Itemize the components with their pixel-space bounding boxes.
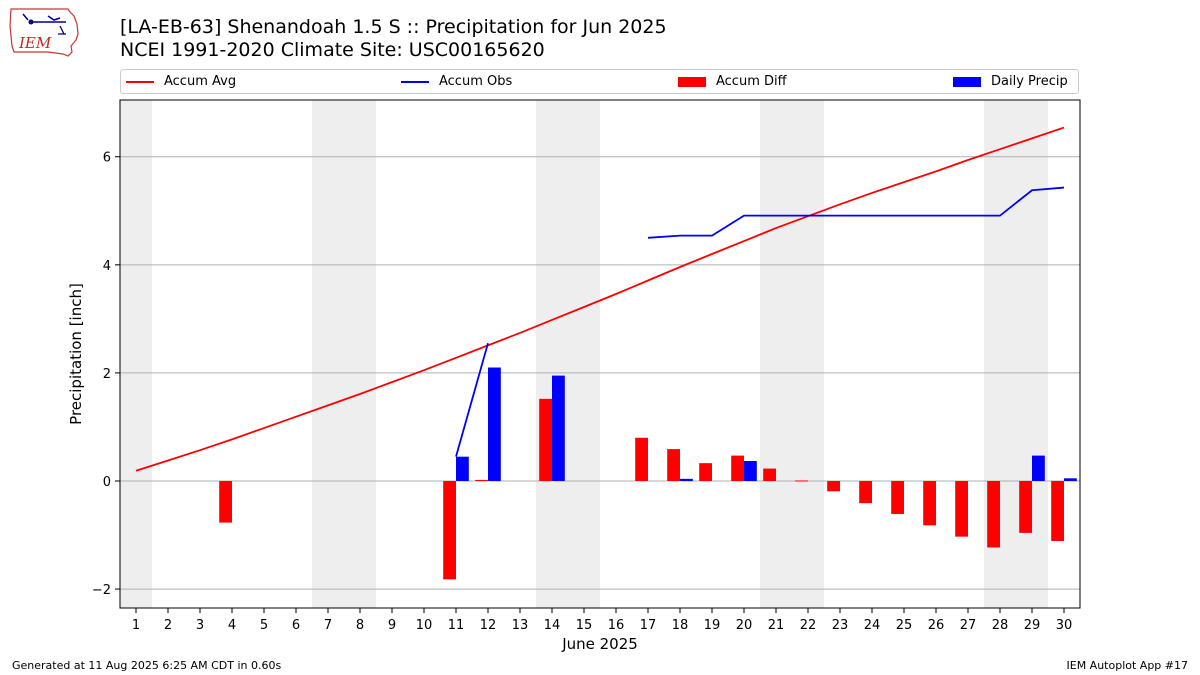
y-tick-label: 0 xyxy=(103,475,111,490)
legend-swatch xyxy=(678,77,706,87)
iem-iowa-logo-icon: IEM xyxy=(9,8,79,57)
legend-label: Daily Precip xyxy=(991,74,1068,89)
y-tick-label: 4 xyxy=(103,259,111,274)
x-tick-label: 17 xyxy=(640,618,657,633)
y-axis-label: Precipitation [inch] xyxy=(67,283,85,425)
x-tick-label: 5 xyxy=(260,618,268,633)
x-tick-label: 8 xyxy=(356,618,364,633)
x-axis-label: June 2025 xyxy=(561,635,638,653)
legend-swatch xyxy=(126,81,154,83)
accum-diff-bar xyxy=(635,437,648,481)
x-tick-label: 2 xyxy=(164,618,172,633)
gridlines-group xyxy=(120,156,1080,590)
accum-diff-bar xyxy=(1019,481,1032,533)
weekend-shade xyxy=(536,100,600,608)
daily-precip-bar xyxy=(744,461,757,481)
y-tick-label: 2 xyxy=(103,367,111,382)
x-tick-label: 21 xyxy=(768,618,785,633)
daily-precip-bar xyxy=(680,478,693,481)
accum-diff-bar xyxy=(475,479,488,481)
accum-diff-bar xyxy=(539,398,552,481)
legend-swatch xyxy=(953,77,981,87)
x-tick-label: 3 xyxy=(196,618,204,633)
chart-subtitle: NCEI 1991-2020 Climate Site: USC00165620 xyxy=(120,39,545,61)
daily-precip-bar xyxy=(552,375,565,481)
lines-group xyxy=(135,126,1065,472)
accum-obs-line xyxy=(455,342,489,457)
x-tick-label: 9 xyxy=(388,618,396,633)
x-tick-label: 29 xyxy=(1024,618,1041,633)
y-tick-label: −2 xyxy=(92,583,111,598)
accum-diff-bar xyxy=(827,481,840,492)
x-tick-label: 4 xyxy=(228,618,236,633)
x-tick-label: 15 xyxy=(576,618,593,633)
legend-label: Accum Diff xyxy=(716,74,787,89)
y-tick-label: 6 xyxy=(103,151,111,166)
x-tick-label: 27 xyxy=(960,618,977,633)
footer-generated-text: Generated at 11 Aug 2025 6:25 AM CDT in … xyxy=(12,659,282,672)
x-tick-label: 7 xyxy=(324,618,332,633)
x-tick-label: 22 xyxy=(800,618,817,633)
weekend-shading-group xyxy=(120,100,1048,608)
accum-diff-bar xyxy=(1051,481,1064,541)
x-tick-label: 11 xyxy=(448,618,465,633)
accum-diff-bar xyxy=(955,481,968,537)
accum-diff-bar xyxy=(667,449,680,481)
accum-avg-line xyxy=(135,126,1065,472)
daily-precip-bar xyxy=(488,367,501,481)
accum-diff-bar xyxy=(795,480,808,482)
x-tick-label: 14 xyxy=(544,618,561,633)
daily-precip-bar xyxy=(1032,455,1045,481)
plot-frame xyxy=(119,99,1081,609)
accum-diff-bar xyxy=(763,468,776,481)
x-tick-label: 10 xyxy=(416,618,433,633)
legend-label: Accum Obs xyxy=(439,74,513,89)
footer-app-text: IEM Autoplot App #17 xyxy=(1066,659,1189,672)
daily-precip-bar xyxy=(456,456,469,481)
weekend-shade xyxy=(760,100,824,608)
x-tick-label: 28 xyxy=(992,618,1009,633)
iem-logo: IEM xyxy=(8,6,82,62)
chart-legend: Accum Avg Accum Obs Accum Diff Daily Pre… xyxy=(120,69,1079,94)
x-tick-label: 23 xyxy=(832,618,849,633)
logo-text: IEM xyxy=(18,34,52,52)
x-tick-label: 26 xyxy=(928,618,945,633)
x-tick-label: 1 xyxy=(132,618,140,633)
accum-diff-bar xyxy=(443,481,456,580)
x-tick-label: 13 xyxy=(512,618,529,633)
x-tick-label: 6 xyxy=(292,618,300,633)
weekend-shade xyxy=(312,100,376,608)
accum-diff-bar xyxy=(219,481,232,523)
x-tick-label: 18 xyxy=(672,618,689,633)
accum-obs-line xyxy=(647,186,1065,239)
x-tick-label: 20 xyxy=(736,618,753,633)
bars-group xyxy=(219,367,1077,580)
weekend-shade xyxy=(120,100,152,608)
x-tick-label: 30 xyxy=(1056,618,1073,633)
daily-precip-bar xyxy=(1064,478,1077,481)
accum-diff-bar xyxy=(891,481,904,514)
x-tick-label: 16 xyxy=(608,618,625,633)
legend-swatch xyxy=(401,81,429,83)
accum-diff-bar xyxy=(987,481,1000,548)
x-tick-label: 19 xyxy=(704,618,721,633)
accum-diff-bar xyxy=(923,481,936,526)
x-tick-label: 25 xyxy=(896,618,913,633)
x-tick-label: 24 xyxy=(864,618,881,633)
x-tick-label: 12 xyxy=(480,618,497,633)
accum-diff-bar xyxy=(731,455,744,481)
chart-title: [LA-EB-63] Shenandoah 1.5 S :: Precipita… xyxy=(120,16,667,38)
legend-label: Accum Avg xyxy=(164,74,237,89)
accum-diff-bar xyxy=(859,481,872,504)
accum-diff-bar xyxy=(699,463,712,481)
